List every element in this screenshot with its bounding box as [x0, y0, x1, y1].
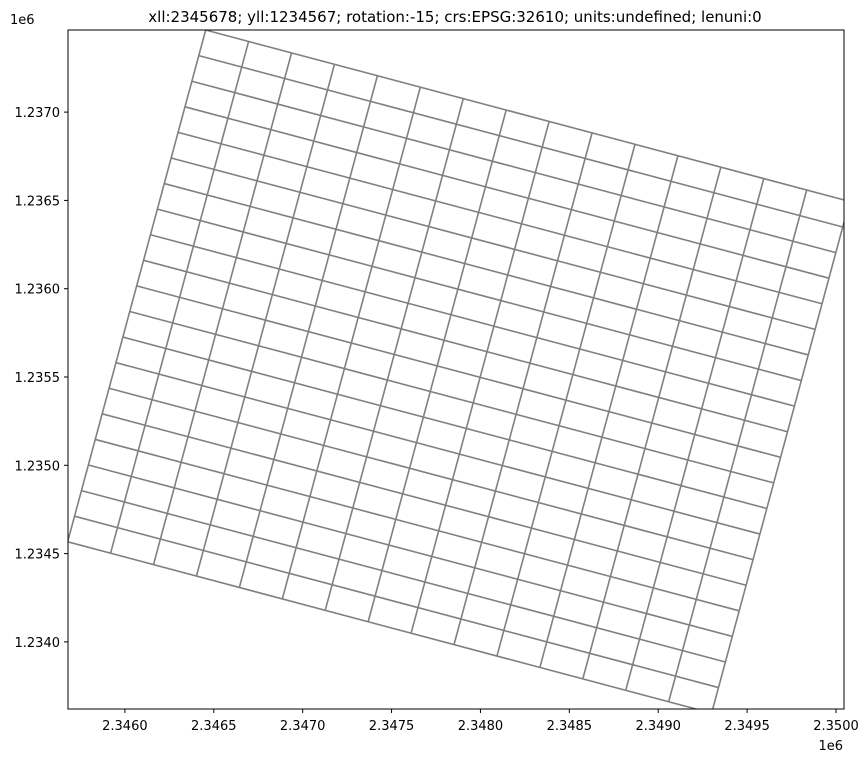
y-tick-label: 1.2370	[15, 106, 61, 121]
grid-row-line	[115, 361, 761, 535]
x-axis-offset-label: 1e6	[818, 739, 843, 754]
x-tick-label: 2.3465	[191, 719, 237, 734]
grid-row-line	[184, 106, 830, 279]
y-tick-label: 1.2345	[15, 548, 61, 563]
y-axis-offset-label: 1e6	[10, 13, 35, 28]
x-tick-label: 2.3495	[724, 719, 770, 734]
grid-row-line	[198, 54, 843, 228]
grid-row-line	[177, 131, 823, 305]
grid-row-line	[191, 80, 837, 254]
x-tick-label: 2.3480	[458, 719, 504, 734]
grid-row-line	[150, 233, 795, 407]
x-tick-label: 2.3500	[813, 719, 859, 734]
x-tick-label: 2.3460	[102, 719, 148, 734]
grid-row-line	[68, 541, 700, 709]
grid-row-line	[88, 464, 733, 638]
grid-row-line	[81, 489, 726, 663]
plot-area	[67, 29, 845, 710]
y-tick-label: 1.2355	[15, 371, 61, 386]
grid-row-line	[95, 438, 740, 612]
axes-frame	[67, 29, 845, 710]
grid-row-line	[205, 30, 844, 201]
x-tick-label: 2.3470	[280, 719, 326, 734]
y-tick-label: 1.2340	[15, 636, 61, 651]
grid-row-line	[108, 387, 754, 561]
grid-row-line	[74, 515, 719, 689]
grid-row-line	[170, 157, 816, 331]
chart-title: xll:2345678; yll:1234567; rotation:-15; …	[148, 8, 761, 26]
grid-row-line	[164, 182, 809, 356]
y-tick-label: 1.2350	[15, 459, 61, 474]
y-axis: 1.2340 1.2345 1.2350 1.2355 1.2360 1.2365 1.23…	[15, 106, 68, 651]
grid-row-line	[129, 310, 774, 484]
x-tick-label: 2.3490	[635, 719, 681, 734]
grid-row-line	[122, 336, 768, 510]
grid-row-line	[101, 413, 747, 587]
grid-row-line	[136, 285, 781, 459]
axes-background	[68, 30, 844, 709]
y-tick-label: 1.2365	[15, 194, 61, 209]
y-tick-label: 1.2360	[15, 283, 61, 298]
x-tick-label: 2.3475	[369, 719, 415, 734]
grid-row-line	[157, 208, 802, 382]
grid-row-line	[143, 259, 788, 433]
model-grid	[68, 30, 844, 709]
x-tick-label: 2.3485	[547, 719, 593, 734]
x-axis: 2.3460 2.3465 2.3470 2.3475 2.3480 2.3485 2.34…	[102, 709, 859, 734]
